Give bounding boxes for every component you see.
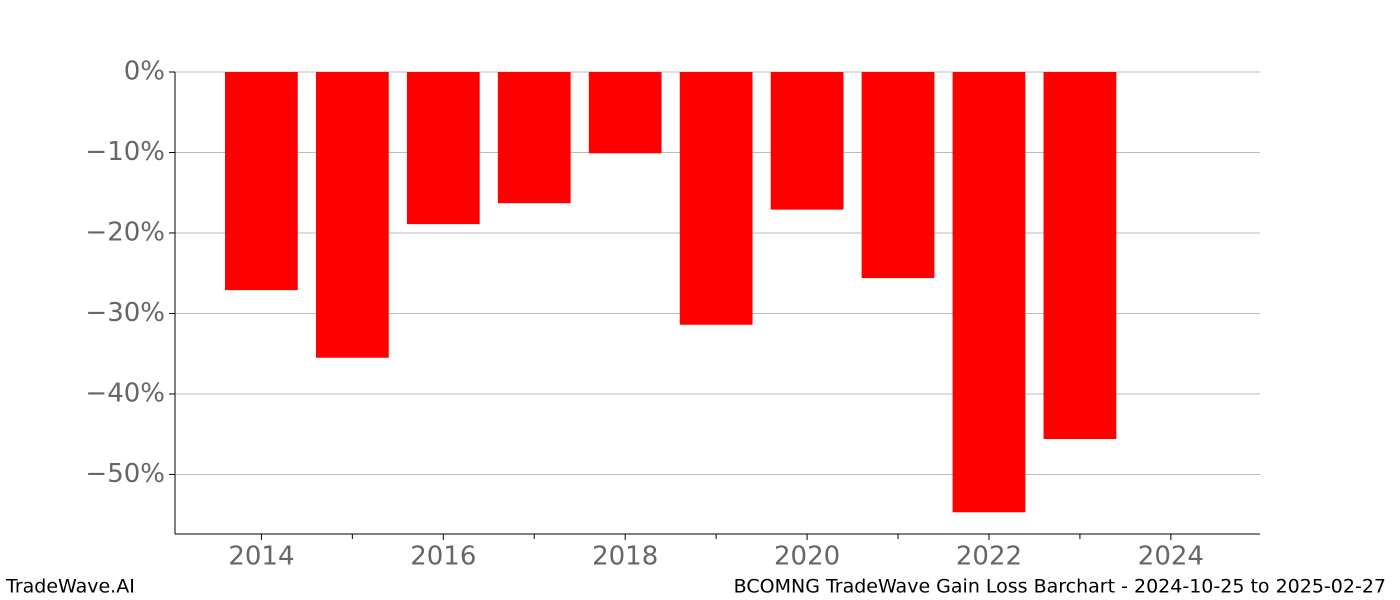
- bar: [406, 72, 480, 225]
- bar: [225, 72, 298, 291]
- bar: [952, 72, 1026, 513]
- chart-title: BCOMNG TradeWave Gain Loss Barchart - 20…: [734, 576, 1386, 598]
- x-tick-label: 2014: [228, 542, 294, 572]
- y-tick-label: −10%: [85, 137, 165, 167]
- watermark: TradeWave.AI: [5, 576, 135, 598]
- bar: [497, 72, 571, 204]
- y-tick-label: −40%: [85, 378, 165, 408]
- bar: [1043, 72, 1117, 440]
- x-tick-label: 2020: [774, 542, 840, 572]
- bar: [679, 72, 753, 325]
- bar: [770, 72, 844, 210]
- bar: [861, 72, 935, 279]
- y-tick-label: −20%: [85, 217, 165, 247]
- y-tick-label: 0%: [124, 57, 165, 87]
- y-tick-label: −30%: [85, 298, 165, 328]
- x-tick-label: 2016: [410, 542, 476, 572]
- x-tick-label: 2022: [956, 542, 1022, 572]
- bar: [315, 72, 389, 358]
- bar: [588, 72, 662, 154]
- y-tick-label: −50%: [85, 459, 165, 489]
- x-tick-label: 2018: [592, 542, 658, 572]
- x-tick-label: 2024: [1138, 542, 1204, 572]
